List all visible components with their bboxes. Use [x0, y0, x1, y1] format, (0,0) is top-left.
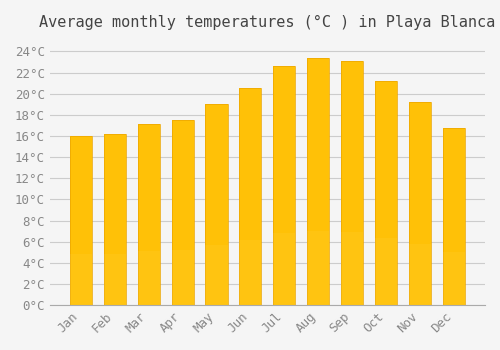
- Bar: [240, 89, 262, 305]
- Bar: [342, 61, 363, 305]
- Title: Average monthly temperatures (°C ) in Playa Blanca: Average monthly temperatures (°C ) in Pl…: [40, 15, 496, 30]
- Bar: [274, 66, 295, 305]
- Bar: [104, 254, 126, 305]
- Bar: [172, 120, 194, 305]
- Bar: [375, 81, 398, 305]
- Bar: [70, 136, 92, 305]
- Bar: [409, 102, 432, 305]
- Bar: [138, 124, 160, 305]
- Bar: [443, 252, 465, 305]
- Bar: [274, 233, 295, 305]
- Bar: [240, 240, 262, 305]
- Bar: [308, 58, 330, 305]
- Bar: [206, 104, 228, 305]
- Bar: [443, 127, 465, 305]
- Bar: [104, 134, 126, 305]
- Bar: [172, 120, 194, 305]
- Bar: [308, 231, 330, 305]
- Bar: [342, 232, 363, 305]
- Bar: [443, 127, 465, 305]
- Bar: [206, 104, 228, 305]
- Bar: [409, 102, 432, 305]
- Bar: [308, 58, 330, 305]
- Bar: [172, 250, 194, 305]
- Bar: [375, 81, 398, 305]
- Bar: [240, 89, 262, 305]
- Bar: [138, 124, 160, 305]
- Bar: [274, 66, 295, 305]
- Bar: [375, 238, 398, 305]
- Bar: [206, 245, 228, 305]
- Bar: [342, 61, 363, 305]
- Bar: [70, 136, 92, 305]
- Bar: [104, 134, 126, 305]
- Bar: [409, 244, 432, 305]
- Bar: [70, 254, 92, 305]
- Bar: [138, 251, 160, 305]
